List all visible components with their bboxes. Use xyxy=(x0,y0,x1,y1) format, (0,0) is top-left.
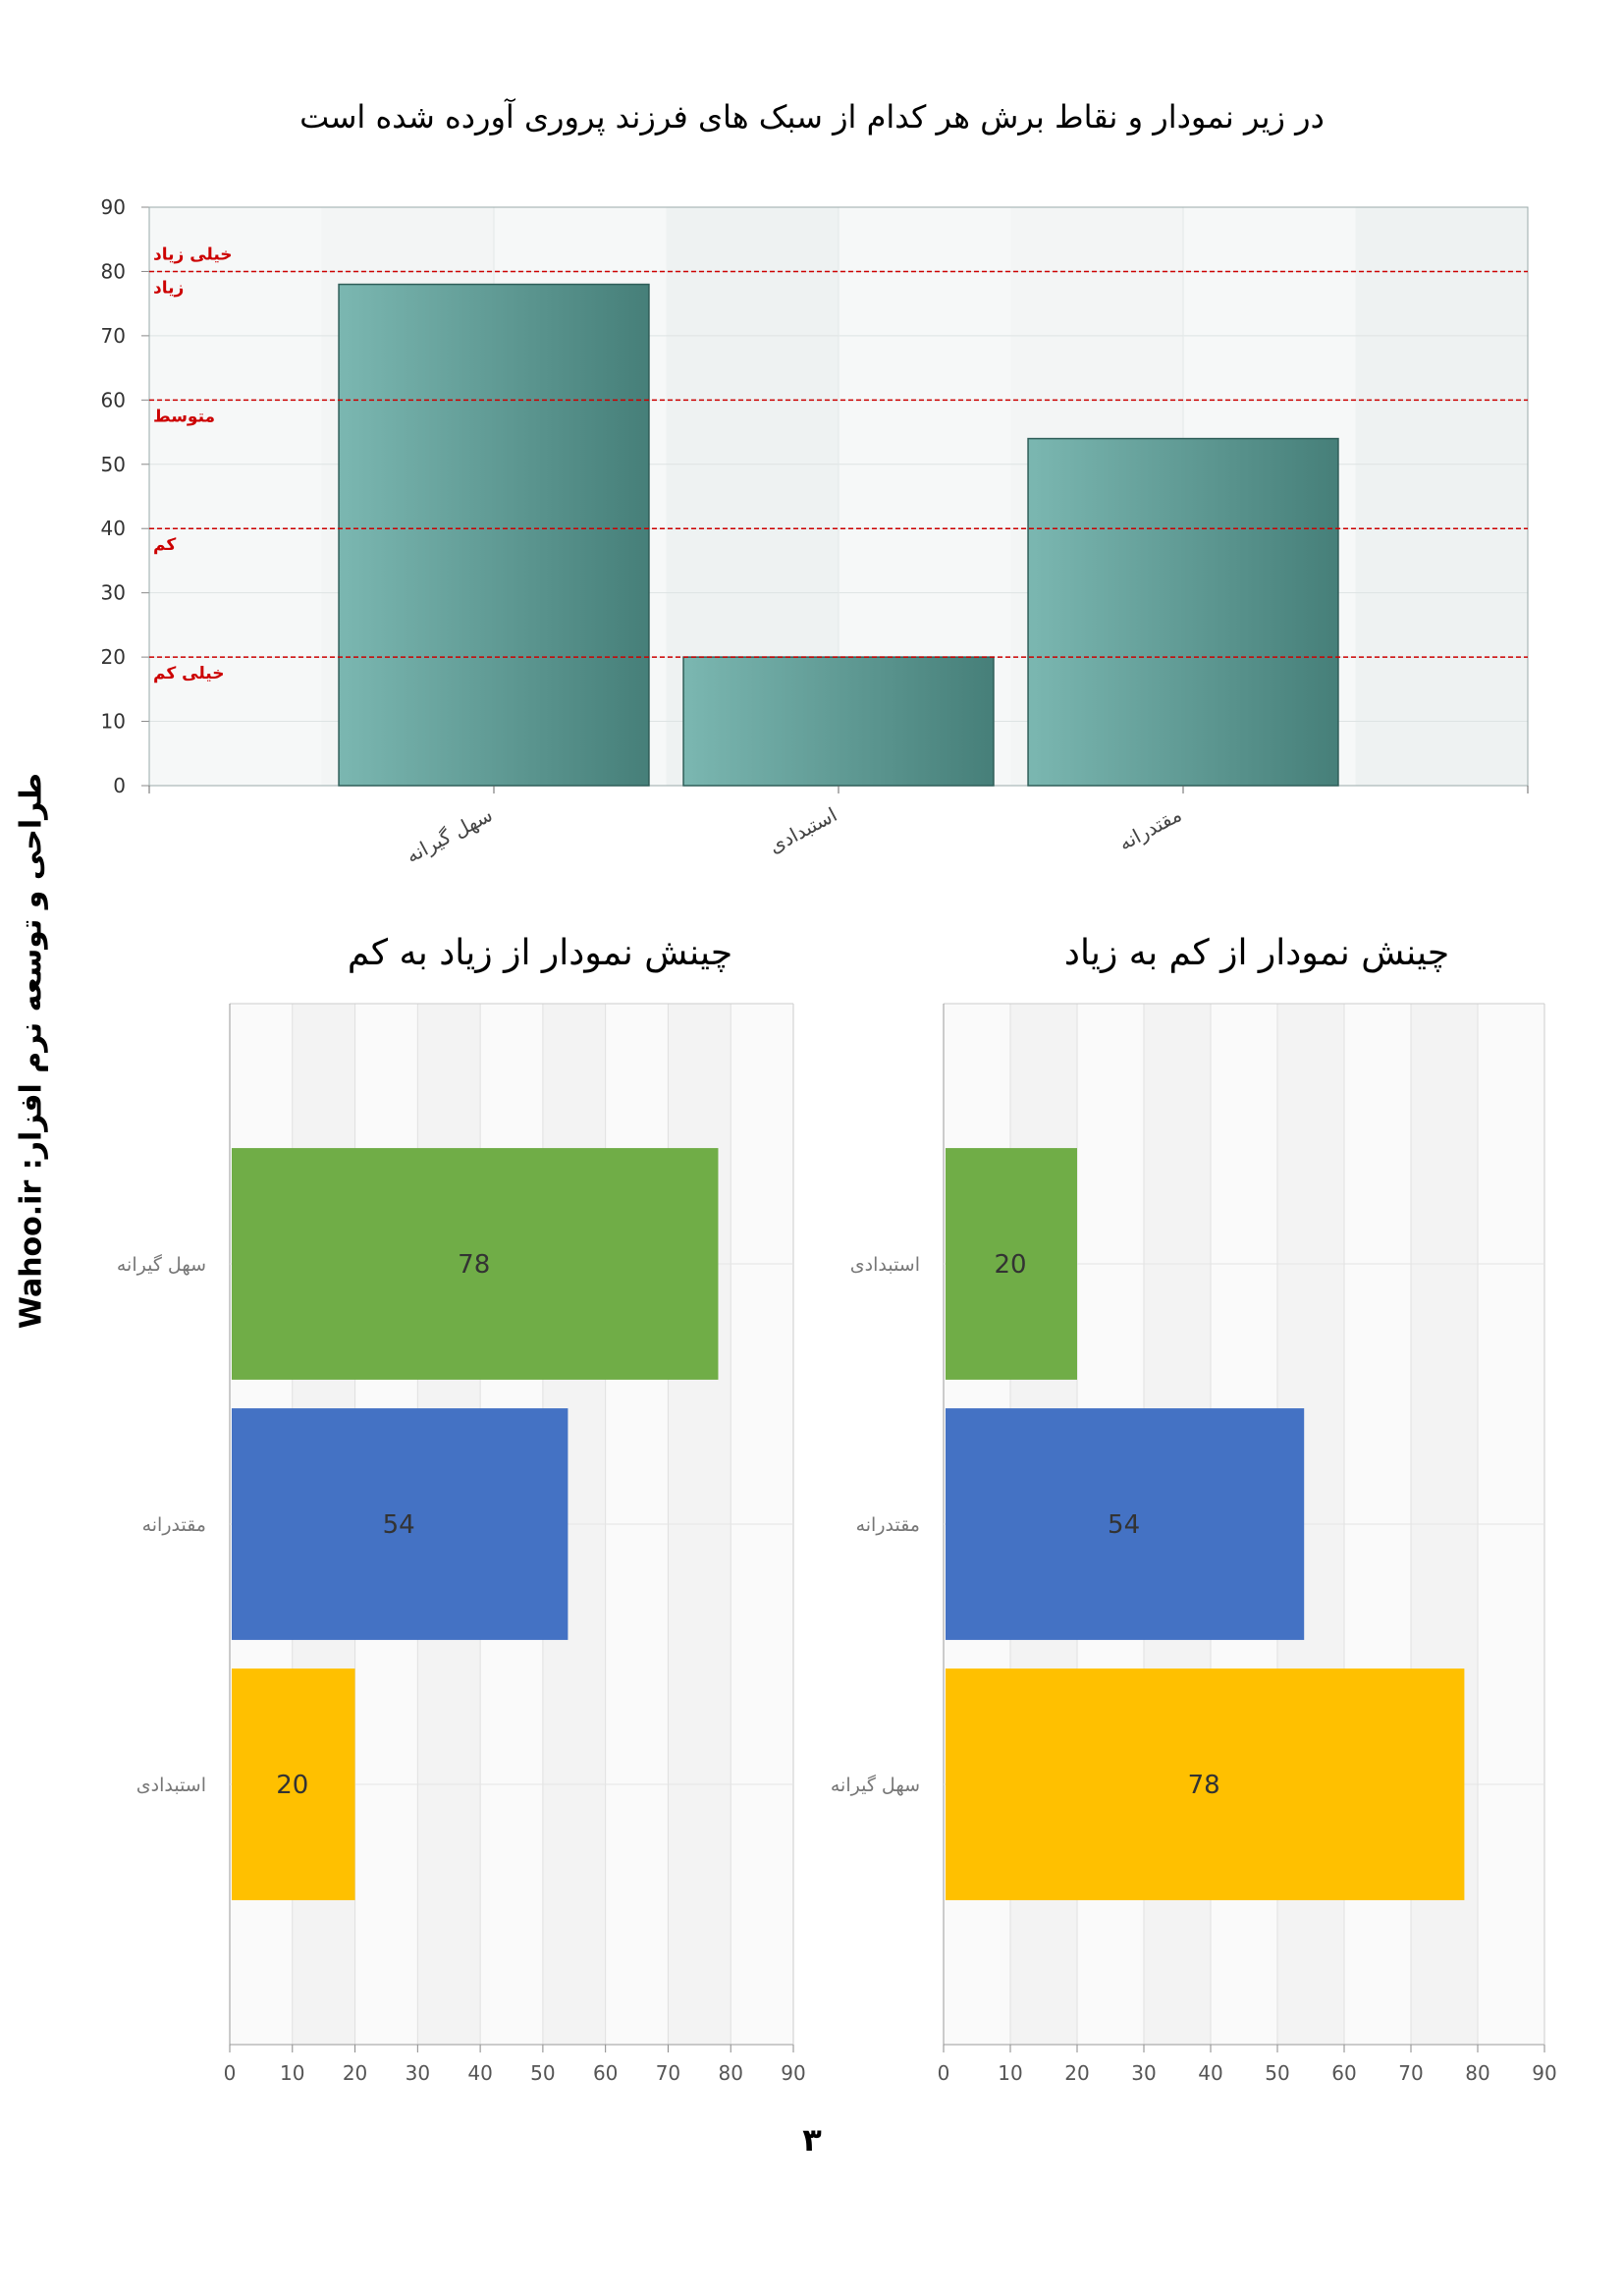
x-tick-label: 10 xyxy=(280,2061,304,2085)
page-number: ۳ xyxy=(802,2121,822,2159)
bar xyxy=(1027,437,1339,787)
bar xyxy=(232,1148,719,1380)
cut-label: متوسط xyxy=(153,407,215,426)
x-tick-label: 80 xyxy=(718,2061,742,2085)
x-tick-label: 70 xyxy=(1398,2061,1423,2085)
cut-label: خیلی زیاد xyxy=(153,245,233,264)
y-tick-label: 20 xyxy=(101,645,126,669)
bar xyxy=(946,1408,1305,1640)
data-label: 54 xyxy=(1108,1510,1140,1540)
data-label: 20 xyxy=(994,1250,1026,1280)
x-tick-label: 30 xyxy=(1131,2061,1156,2085)
x-tick-label: 80 xyxy=(1465,2061,1489,2085)
x-tick-label: 50 xyxy=(530,2061,555,2085)
chart-3-title: چینش نمودار از کم به زیاد xyxy=(1063,933,1450,973)
y-tick-label: مقتدرانه xyxy=(142,1514,206,1536)
x-tick-label: 60 xyxy=(1331,2061,1356,2085)
x-tick-label: مقتدرانه xyxy=(1114,802,1185,855)
cut-label: زیاد xyxy=(153,278,184,298)
bar xyxy=(338,283,650,787)
x-tick-label: 40 xyxy=(467,2061,492,2085)
bar xyxy=(946,1668,1465,1900)
y-tick-label: 40 xyxy=(101,517,126,540)
bar xyxy=(946,1148,1077,1380)
data-label: 54 xyxy=(383,1510,415,1540)
y-tick-label: 10 xyxy=(101,710,126,734)
x-tick-label: 40 xyxy=(1198,2061,1222,2085)
x-tick-label: سهل گیرانه xyxy=(402,802,496,867)
data-label: 20 xyxy=(276,1771,308,1800)
x-tick-label: 0 xyxy=(224,2061,237,2085)
x-tick-label: 70 xyxy=(656,2061,680,2085)
y-tick-label: استبدادی xyxy=(136,1775,206,1796)
bar xyxy=(232,1668,355,1900)
y-tick-label: 90 xyxy=(101,195,126,219)
x-tick-label: 30 xyxy=(406,2061,430,2085)
x-tick-label: 60 xyxy=(593,2061,618,2085)
x-tick-label: استبدادی xyxy=(765,802,840,857)
y-tick-label: 50 xyxy=(101,453,126,476)
x-tick-label: 10 xyxy=(998,2061,1022,2085)
vertical-bar-chart: 0 10 20 30 40 50 60 70 80 90 سهل گیرانه استبدادی مقت… xyxy=(101,195,1529,867)
y-tick-label: 70 xyxy=(101,324,126,348)
plot-band xyxy=(1355,207,1528,786)
y-tick-label: استبدادی xyxy=(850,1254,920,1276)
horizontal-bar-chart-asc: 0 10 20 30 40 50 60 70 80 90 20 استبدادی 54 مقتدرانه 7… xyxy=(831,1003,1557,2085)
chart-2-title: چینش نمودار از زیاد به کم xyxy=(347,933,733,973)
cut-label: کم xyxy=(153,535,176,555)
x-tick-label: 90 xyxy=(1532,2061,1556,2085)
data-label: 78 xyxy=(458,1250,490,1280)
x-tick-label: 50 xyxy=(1265,2061,1289,2085)
bar xyxy=(682,656,995,787)
y-tick-label: سهل گیرانه xyxy=(831,1774,920,1796)
y-tick-label: مقتدرانه xyxy=(856,1514,920,1536)
y-tick-label: 30 xyxy=(101,581,126,605)
y-tick-label: سهل گیرانه xyxy=(117,1253,206,1276)
x-tick-label: 20 xyxy=(1064,2061,1089,2085)
y-tick-label: 80 xyxy=(101,259,126,283)
data-label: 78 xyxy=(1188,1771,1220,1800)
horizontal-bar-chart-desc: 0 10 20 30 40 50 60 70 80 90 78 سهل گیرانه 54 مقتدران… xyxy=(117,1003,806,2085)
x-tick-label: 90 xyxy=(781,2061,805,2085)
y-tick-label: 0 xyxy=(113,774,126,797)
bar xyxy=(232,1408,568,1640)
x-tick-label: 20 xyxy=(343,2061,367,2085)
y-tick-label: 60 xyxy=(101,388,126,411)
page-title: در زیر نمودار و نقاط برش هر کدام از سبک … xyxy=(299,98,1325,136)
cut-label: خیلی کم xyxy=(153,664,224,683)
x-tick-label: 0 xyxy=(938,2061,950,2085)
